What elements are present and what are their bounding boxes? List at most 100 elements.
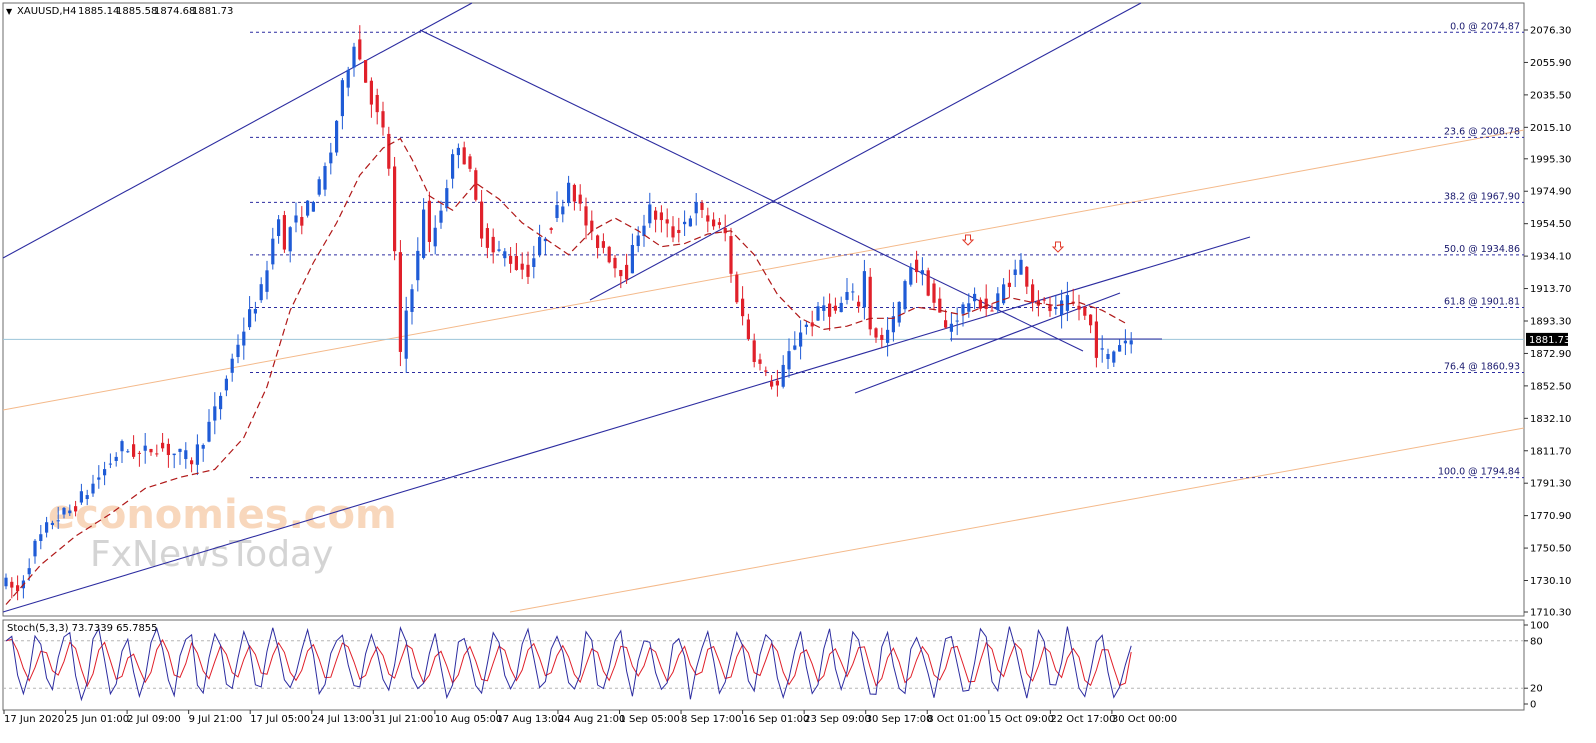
fib-label-2: 38.2 @ 1967.90 bbox=[1444, 191, 1520, 202]
candle bbox=[1013, 259, 1017, 288]
candle-body bbox=[132, 444, 136, 457]
candle-body bbox=[978, 299, 982, 309]
candle-body bbox=[665, 219, 669, 224]
trendline-descending-resistance bbox=[419, 29, 1084, 352]
candle bbox=[613, 255, 617, 278]
candle-body bbox=[271, 238, 275, 265]
candle-body bbox=[456, 147, 460, 156]
candle bbox=[33, 539, 37, 564]
chart-header-arrow[interactable]: ▼ bbox=[6, 7, 13, 16]
candle bbox=[433, 215, 437, 255]
candle-body bbox=[114, 456, 118, 461]
candle-body bbox=[311, 202, 315, 212]
candle bbox=[445, 179, 449, 212]
candle bbox=[648, 192, 652, 228]
candle bbox=[735, 271, 739, 304]
candle bbox=[572, 183, 576, 211]
candle-body bbox=[886, 329, 890, 343]
candle bbox=[990, 303, 994, 312]
candle-body bbox=[932, 283, 936, 303]
candle-body bbox=[468, 156, 472, 169]
fib-label-4: 61.8 @ 1901.81 bbox=[1444, 296, 1520, 307]
candle bbox=[659, 205, 663, 233]
candle bbox=[178, 448, 182, 465]
x-tick-label: 24 Jul 13:00 bbox=[312, 714, 372, 725]
candle-body bbox=[1065, 295, 1069, 311]
y-tick-label: 2035.50 bbox=[1530, 90, 1571, 101]
candle-body bbox=[735, 274, 739, 303]
regression-lower-line bbox=[509, 427, 1525, 613]
candle bbox=[909, 263, 913, 287]
candle bbox=[1123, 329, 1127, 356]
candle bbox=[387, 126, 391, 176]
candle bbox=[949, 312, 953, 342]
x-tick-label: 23 Sep 09:00 bbox=[804, 714, 871, 725]
candle bbox=[1129, 332, 1133, 354]
candle bbox=[723, 214, 727, 242]
candle bbox=[1054, 295, 1058, 315]
candle-body bbox=[242, 331, 246, 346]
candle bbox=[967, 293, 971, 318]
candle-body bbox=[839, 302, 843, 313]
candle bbox=[161, 432, 165, 452]
candle bbox=[642, 214, 646, 247]
candle-body bbox=[387, 133, 391, 169]
candle bbox=[694, 193, 698, 226]
candle-body bbox=[764, 370, 768, 372]
candle-body bbox=[752, 340, 756, 362]
candle bbox=[422, 198, 426, 260]
candle-body bbox=[891, 316, 895, 333]
candle bbox=[683, 210, 687, 237]
candle-body bbox=[427, 200, 431, 242]
candle-body bbox=[207, 421, 211, 442]
candle bbox=[480, 189, 484, 248]
candle-body bbox=[503, 251, 507, 259]
candle bbox=[335, 119, 339, 156]
candle-body bbox=[433, 227, 437, 247]
candle-body bbox=[416, 250, 420, 281]
candle bbox=[561, 199, 565, 223]
candle bbox=[1100, 335, 1104, 363]
candle-body bbox=[584, 206, 588, 226]
trendline-upper-parallel bbox=[589, 2, 1142, 301]
candle-body bbox=[787, 351, 791, 370]
stochastic-oscillator: 100 80 20 0 bbox=[3, 621, 1549, 711]
candle-body bbox=[485, 228, 489, 248]
candle-body bbox=[1060, 300, 1064, 316]
candle-body bbox=[543, 238, 547, 242]
x-tick-label: 17 Aug 13:00 bbox=[496, 714, 563, 725]
candle-body bbox=[828, 303, 832, 317]
candle bbox=[1077, 294, 1081, 321]
candle-body bbox=[201, 444, 205, 449]
candle bbox=[1060, 289, 1064, 329]
candle-body bbox=[491, 236, 495, 253]
candle-body bbox=[1100, 348, 1104, 350]
candle bbox=[207, 409, 211, 443]
candle-body bbox=[973, 293, 977, 302]
candle-body bbox=[1118, 345, 1122, 352]
y-tick-label: 2055.90 bbox=[1530, 58, 1571, 69]
candle-body bbox=[688, 218, 692, 227]
candle bbox=[265, 260, 269, 300]
candle-body bbox=[445, 188, 449, 209]
stoch-signal-line bbox=[5, 638, 1132, 688]
y-tick-label: 1872.90 bbox=[1530, 349, 1571, 360]
fib-label-1: 23.6 @ 2008.78 bbox=[1444, 126, 1520, 137]
candle bbox=[114, 452, 118, 467]
x-tick-label: 16 Sep 01:00 bbox=[743, 714, 810, 725]
fib-label-3: 50.0 @ 1934.86 bbox=[1444, 244, 1520, 255]
candle-body bbox=[625, 264, 629, 280]
candle-body bbox=[16, 585, 20, 592]
candle bbox=[712, 212, 716, 230]
candle bbox=[764, 366, 768, 377]
trendline-october-support bbox=[854, 292, 1121, 394]
candle bbox=[39, 524, 43, 550]
candle bbox=[137, 450, 141, 467]
candle bbox=[816, 301, 820, 321]
candle-body bbox=[1048, 305, 1052, 312]
candle bbox=[300, 206, 304, 235]
candle-body bbox=[126, 451, 130, 453]
x-tick-label: 1 Sep 05:00 bbox=[620, 714, 680, 725]
candle-body bbox=[903, 281, 907, 310]
